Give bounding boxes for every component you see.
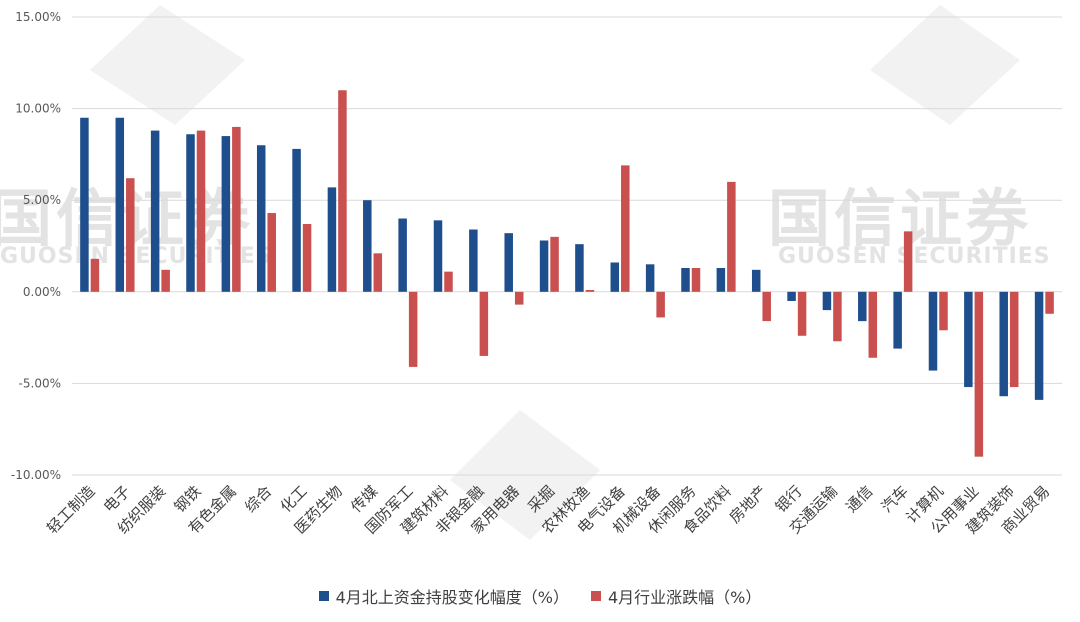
x-tick-label: 房地产	[726, 482, 771, 527]
legend-item-series-2[interactable]: 4月行业涨跌幅（%）	[591, 584, 761, 608]
bar-series-2[interactable]	[232, 126, 241, 292]
bar-series-2[interactable]	[126, 178, 135, 292]
bar-series-2[interactable]	[868, 291, 878, 358]
bar-series-1[interactable]	[999, 291, 1008, 397]
y-tick-label: 0.00%	[23, 285, 61, 299]
bar-series-2[interactable]	[514, 291, 524, 305]
bar-series-1[interactable]	[539, 240, 549, 292]
bar-series-2[interactable]	[161, 269, 170, 292]
bar-series-2[interactable]	[797, 291, 807, 336]
bar-series-1[interactable]	[469, 229, 478, 292]
bar-series-1[interactable]	[327, 187, 337, 292]
bar-series-1[interactable]	[186, 134, 195, 292]
bar-series-2[interactable]	[302, 224, 312, 292]
y-tick-label: 10.00%	[15, 102, 61, 116]
bar-series-1[interactable]	[256, 145, 266, 292]
bar-series-1[interactable]	[893, 291, 902, 349]
x-tick-label: 通信	[842, 482, 876, 516]
bar-series-1[interactable]	[363, 200, 372, 292]
bar-series-1[interactable]	[221, 136, 231, 292]
bar-series-1[interactable]	[115, 117, 125, 292]
legend-label-series-2: 4月行业涨跌幅（%）	[608, 588, 762, 607]
bar-series-2[interactable]	[691, 267, 701, 292]
y-tick-label: 15.00%	[15, 10, 61, 24]
bar-series-2[interactable]	[444, 271, 453, 292]
bar-series-1[interactable]	[610, 262, 620, 292]
bar-series-1[interactable]	[80, 117, 89, 292]
bar-series-2[interactable]	[338, 90, 347, 292]
bar-series-2[interactable]	[903, 231, 913, 292]
bar-series-2[interactable]	[621, 165, 630, 292]
bar-series-2[interactable]	[727, 181, 736, 292]
legend-label-series-1: 4月北上资金持股变化幅度（%）	[335, 588, 569, 607]
bar-series-1[interactable]	[751, 269, 761, 292]
x-tick-label: 综合	[241, 482, 275, 516]
bar-series-1[interactable]	[292, 148, 301, 292]
legend-swatch-series-2	[591, 591, 601, 601]
y-tick-label: 5.00%	[23, 193, 61, 207]
bar-series-1[interactable]	[150, 130, 160, 292]
bar-series-2[interactable]	[1009, 291, 1019, 388]
bar-series-1[interactable]	[822, 291, 832, 311]
bar-series-1[interactable]	[575, 244, 584, 292]
y-tick-label: -5.00%	[19, 376, 61, 390]
legend: 4月北上资金持股变化幅度（%） 4月行业涨跌幅（%）	[0, 584, 1080, 608]
bar-series-1[interactable]	[1034, 291, 1044, 400]
y-axis: 15.00% 10.00% 5.00% 0.00% -5.00% -10.00%	[11, 10, 61, 482]
bars	[80, 90, 1054, 457]
bar-series-1[interactable]	[398, 218, 407, 292]
bar-series-2[interactable]	[585, 289, 595, 292]
bar-series-2[interactable]	[90, 258, 100, 292]
bar-series-2[interactable]	[408, 291, 418, 367]
legend-swatch-series-1	[318, 591, 329, 601]
bar-series-2[interactable]	[656, 291, 665, 318]
bar-series-1[interactable]	[681, 267, 690, 292]
bar-series-2[interactable]	[373, 253, 383, 292]
bar-series-1[interactable]	[504, 233, 513, 292]
bar-series-2[interactable]	[833, 291, 842, 342]
x-tick-label: 轻工制造	[43, 482, 98, 537]
bar-series-2[interactable]	[196, 130, 206, 292]
y-tick-label: -10.00%	[11, 468, 61, 482]
bar-series-2[interactable]	[974, 291, 984, 457]
bar-series-1[interactable]	[964, 291, 973, 388]
bar-series-1[interactable]	[645, 264, 655, 292]
bar-series-2[interactable]	[267, 213, 276, 292]
bar-series-2[interactable]	[939, 291, 948, 331]
bar-series-1[interactable]	[858, 291, 867, 322]
bar-series-2[interactable]	[1045, 291, 1054, 314]
bar-series-1[interactable]	[787, 291, 796, 301]
bar-series-2[interactable]	[479, 291, 489, 356]
bar-series-2[interactable]	[762, 291, 771, 322]
bar-series-1[interactable]	[433, 220, 443, 292]
bar-series-1[interactable]	[928, 291, 938, 371]
bar-series-2[interactable]	[550, 236, 559, 292]
legend-item-series-1[interactable]: 4月北上资金持股变化幅度（%）	[318, 584, 569, 608]
bar-series-1[interactable]	[716, 267, 726, 292]
